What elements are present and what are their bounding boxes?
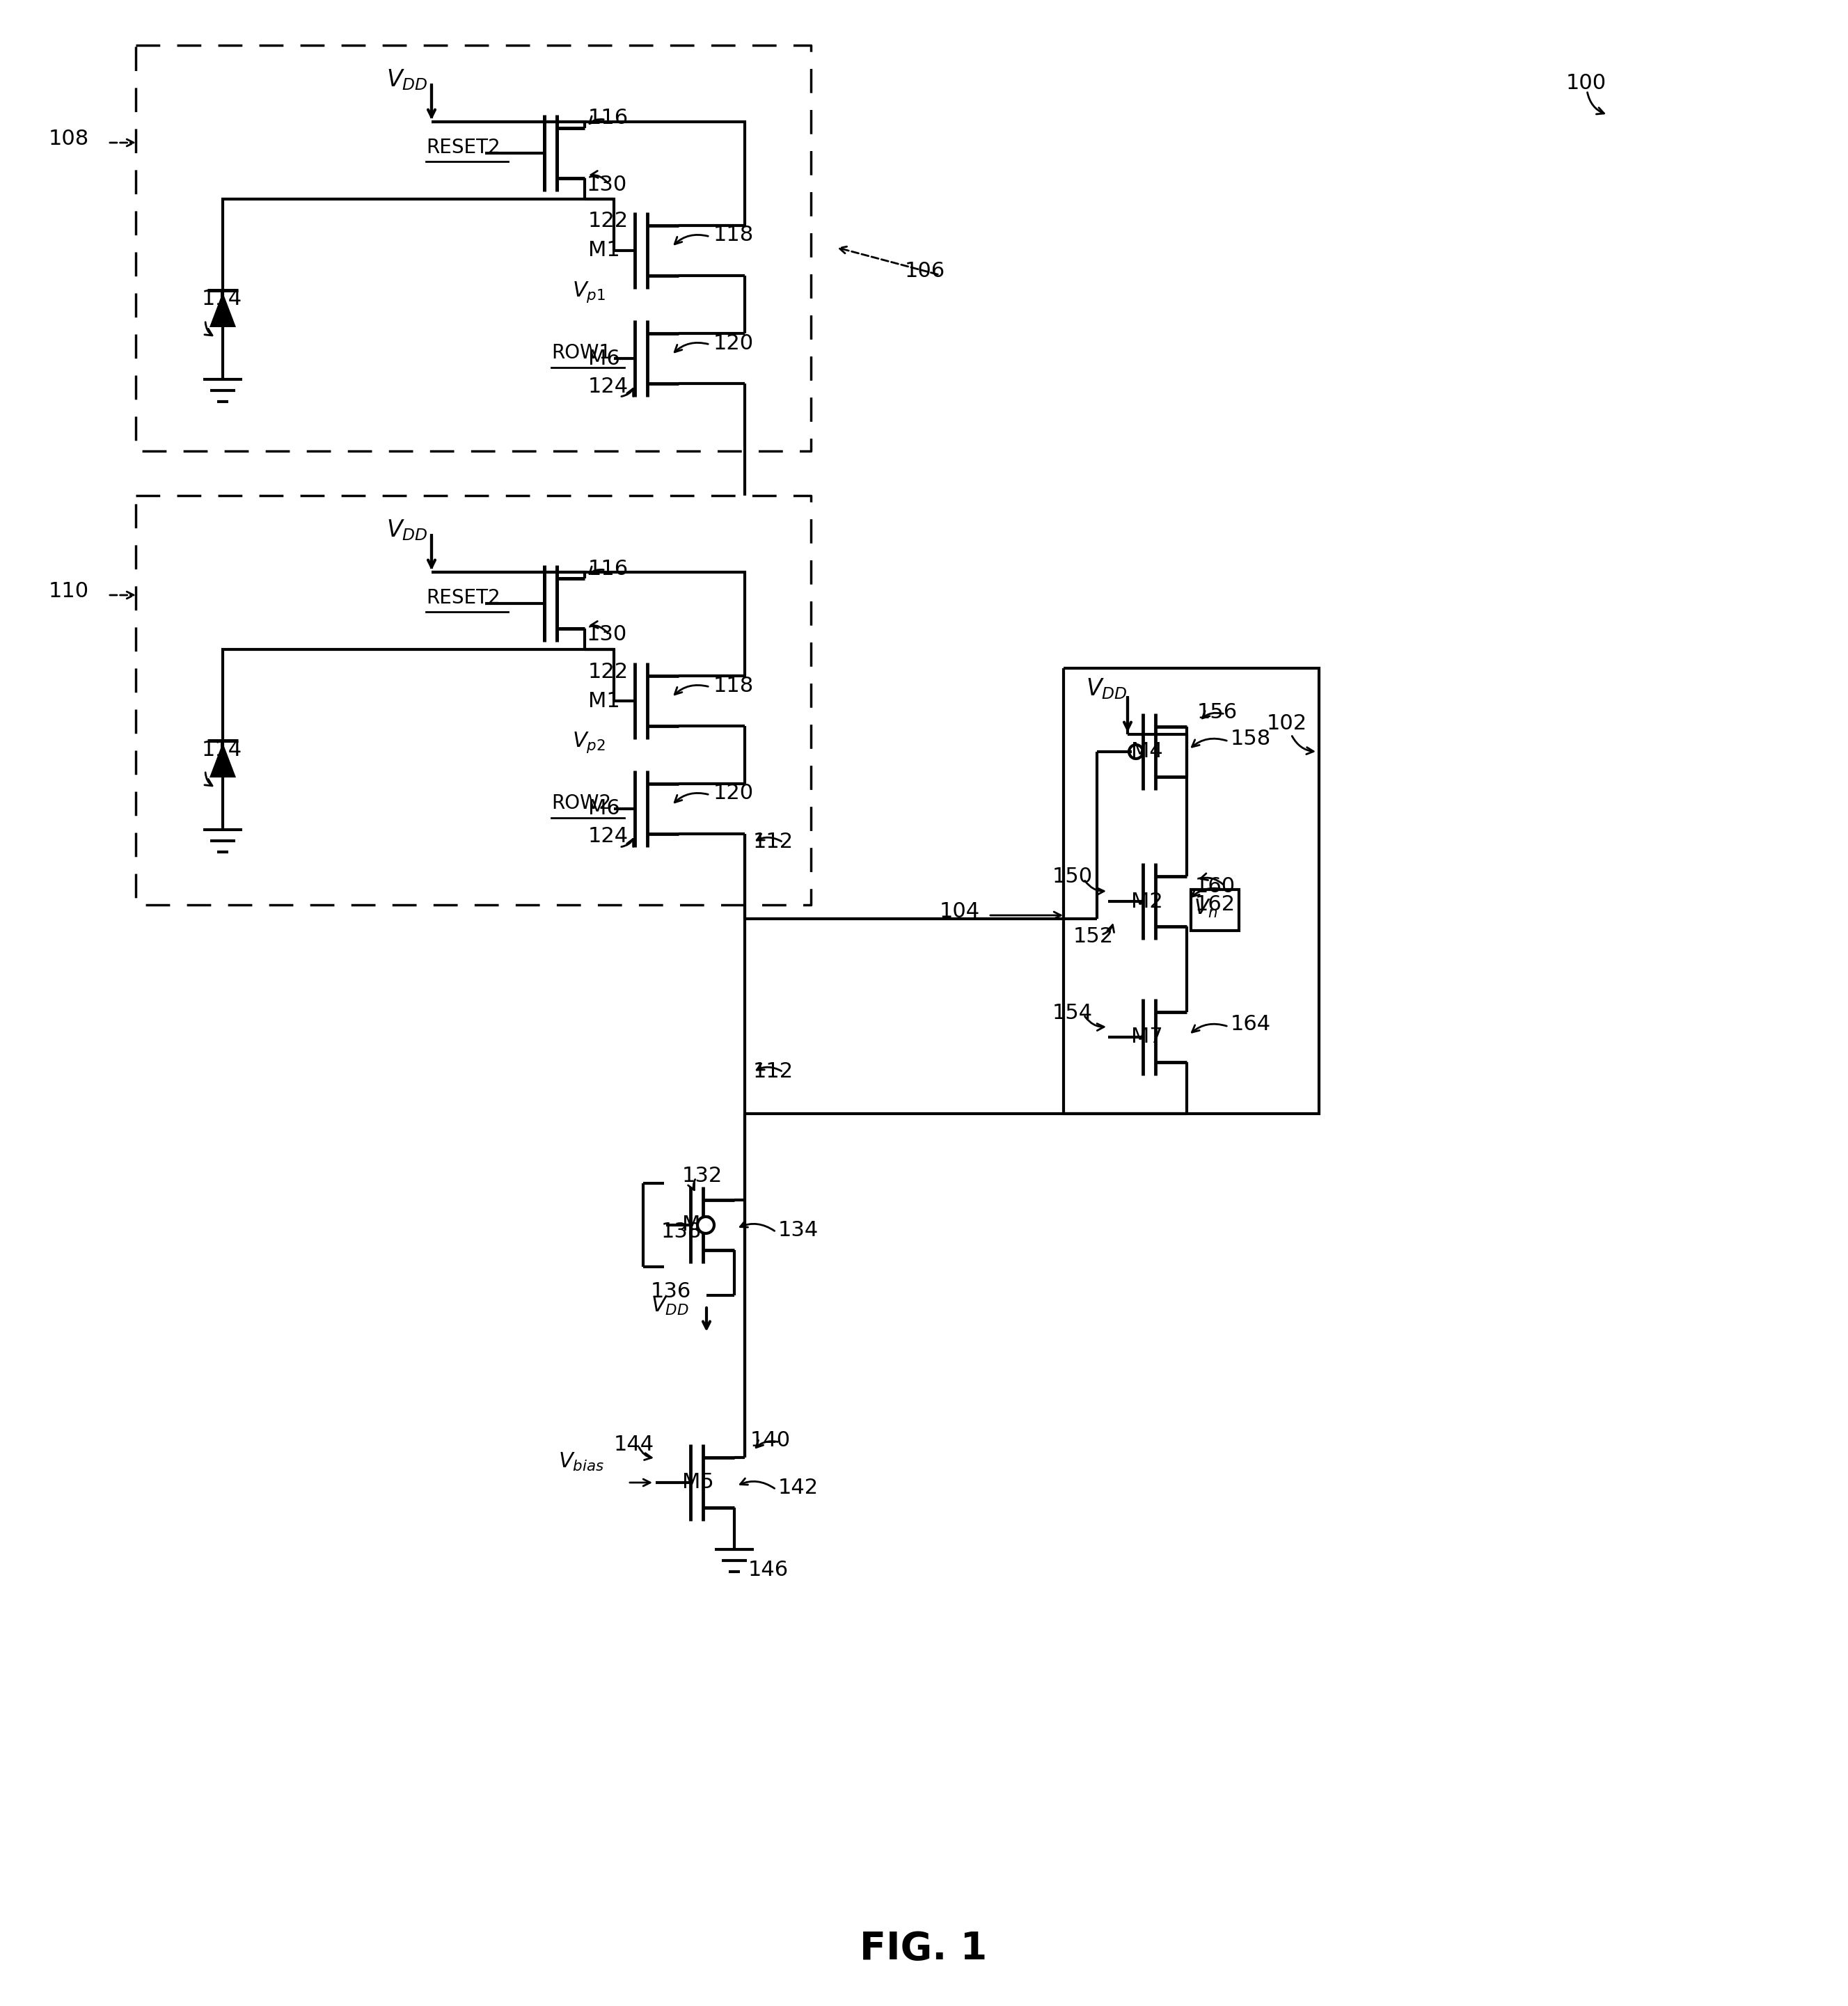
Text: 124: 124 — [588, 826, 628, 847]
Text: 112: 112 — [754, 832, 793, 853]
Text: M1: M1 — [588, 690, 619, 710]
Text: M2: M2 — [1131, 891, 1162, 911]
Text: 112: 112 — [754, 1061, 793, 1081]
Text: M4: M4 — [1131, 742, 1162, 762]
Text: 152: 152 — [1074, 927, 1114, 947]
Text: 130: 130 — [588, 624, 626, 644]
Text: 118: 118 — [713, 225, 754, 245]
Text: $V_{bias}$: $V_{bias}$ — [558, 1450, 604, 1472]
Text: 110: 110 — [48, 582, 89, 602]
Text: ROW1: ROW1 — [551, 343, 612, 363]
Text: 104: 104 — [939, 903, 979, 923]
Text: 120: 120 — [713, 333, 754, 353]
Text: 138: 138 — [662, 1222, 702, 1242]
Text: 134: 134 — [778, 1220, 819, 1240]
Text: 150: 150 — [1052, 867, 1092, 887]
Text: 122: 122 — [588, 211, 628, 231]
Text: 132: 132 — [682, 1165, 723, 1186]
Text: 114: 114 — [201, 289, 242, 309]
Text: 130: 130 — [588, 175, 626, 195]
Circle shape — [697, 1218, 713, 1234]
Text: 124: 124 — [588, 377, 628, 397]
Text: $V_n$: $V_n$ — [1194, 897, 1218, 919]
Text: 116: 116 — [588, 558, 628, 580]
Text: 146: 146 — [748, 1561, 789, 1581]
Text: $V_{DD}$: $V_{DD}$ — [386, 518, 429, 542]
Text: 108: 108 — [48, 128, 89, 148]
Text: ROW2: ROW2 — [551, 794, 612, 812]
Text: $V_{DD}$: $V_{DD}$ — [1087, 676, 1127, 702]
Text: $V_{p2}$: $V_{p2}$ — [573, 730, 606, 754]
Text: M3: M3 — [682, 1216, 713, 1236]
Text: $V_{DD}$: $V_{DD}$ — [386, 68, 429, 92]
Text: 136: 136 — [650, 1282, 691, 1302]
Polygon shape — [209, 293, 237, 327]
Polygon shape — [209, 742, 237, 778]
Text: RESET2: RESET2 — [427, 138, 501, 156]
Text: M6: M6 — [588, 349, 619, 369]
Text: 160: 160 — [1196, 877, 1236, 897]
Text: 114: 114 — [201, 740, 242, 760]
Text: M5: M5 — [682, 1472, 713, 1492]
Text: FIG. 1: FIG. 1 — [859, 1930, 987, 1968]
Text: $V_{DD}$: $V_{DD}$ — [650, 1296, 689, 1316]
Text: 158: 158 — [1231, 728, 1271, 750]
Text: 100: 100 — [1565, 74, 1606, 94]
Text: 162: 162 — [1196, 895, 1236, 915]
Text: 156: 156 — [1198, 702, 1238, 722]
Text: 154: 154 — [1052, 1003, 1092, 1023]
Text: $V_{p1}$: $V_{p1}$ — [573, 281, 606, 305]
Text: M7: M7 — [1131, 1027, 1162, 1047]
Text: 164: 164 — [1231, 1015, 1271, 1035]
Text: 106: 106 — [906, 261, 946, 281]
Text: 144: 144 — [614, 1434, 654, 1454]
Text: 142: 142 — [778, 1478, 819, 1498]
Text: 116: 116 — [588, 108, 628, 128]
Text: 140: 140 — [750, 1430, 791, 1450]
Text: RESET2: RESET2 — [427, 588, 501, 608]
Text: M6: M6 — [588, 798, 619, 818]
Text: 122: 122 — [588, 662, 628, 682]
Text: 120: 120 — [713, 784, 754, 804]
Text: 118: 118 — [713, 676, 754, 696]
Text: M1: M1 — [588, 241, 619, 261]
Text: 102: 102 — [1266, 714, 1307, 734]
